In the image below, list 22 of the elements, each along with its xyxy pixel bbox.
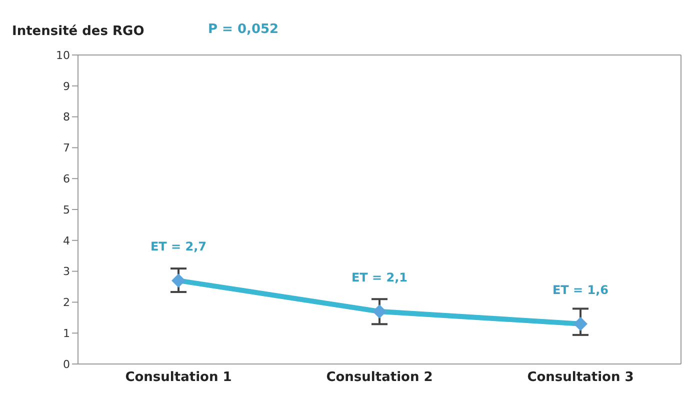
- y-tick-label: 4: [63, 234, 70, 248]
- annotation: ET = 2,7: [150, 240, 207, 254]
- point: [172, 274, 186, 288]
- x-tick-label: Consultation 2: [326, 370, 433, 386]
- y-axis-title: Intensité des RGO: [12, 24, 144, 39]
- y-tick-label: 3: [63, 265, 70, 278]
- annotation: ET = 2,1: [351, 270, 408, 284]
- annotation: ET = 1,6: [552, 282, 609, 297]
- y-tick-label: 7: [63, 142, 70, 155]
- y-tick-label: 2: [63, 296, 70, 310]
- y-tick-label: 5: [63, 203, 70, 216]
- y-tick-label: 9: [63, 80, 70, 93]
- point: [574, 316, 588, 331]
- y-tick-label: 0: [63, 358, 70, 371]
- y-tick-label: 6: [63, 172, 70, 186]
- x-tick-label: Consultation 1: [125, 370, 232, 386]
- text: P = 0,052: [208, 22, 279, 37]
- y-tick-label: 8: [63, 110, 70, 124]
- y-tick-label: 10: [56, 48, 70, 62]
- y-tick-label: 1: [63, 327, 70, 340]
- x-tick-label: Consultation 3: [527, 370, 634, 386]
- point: [372, 304, 386, 318]
